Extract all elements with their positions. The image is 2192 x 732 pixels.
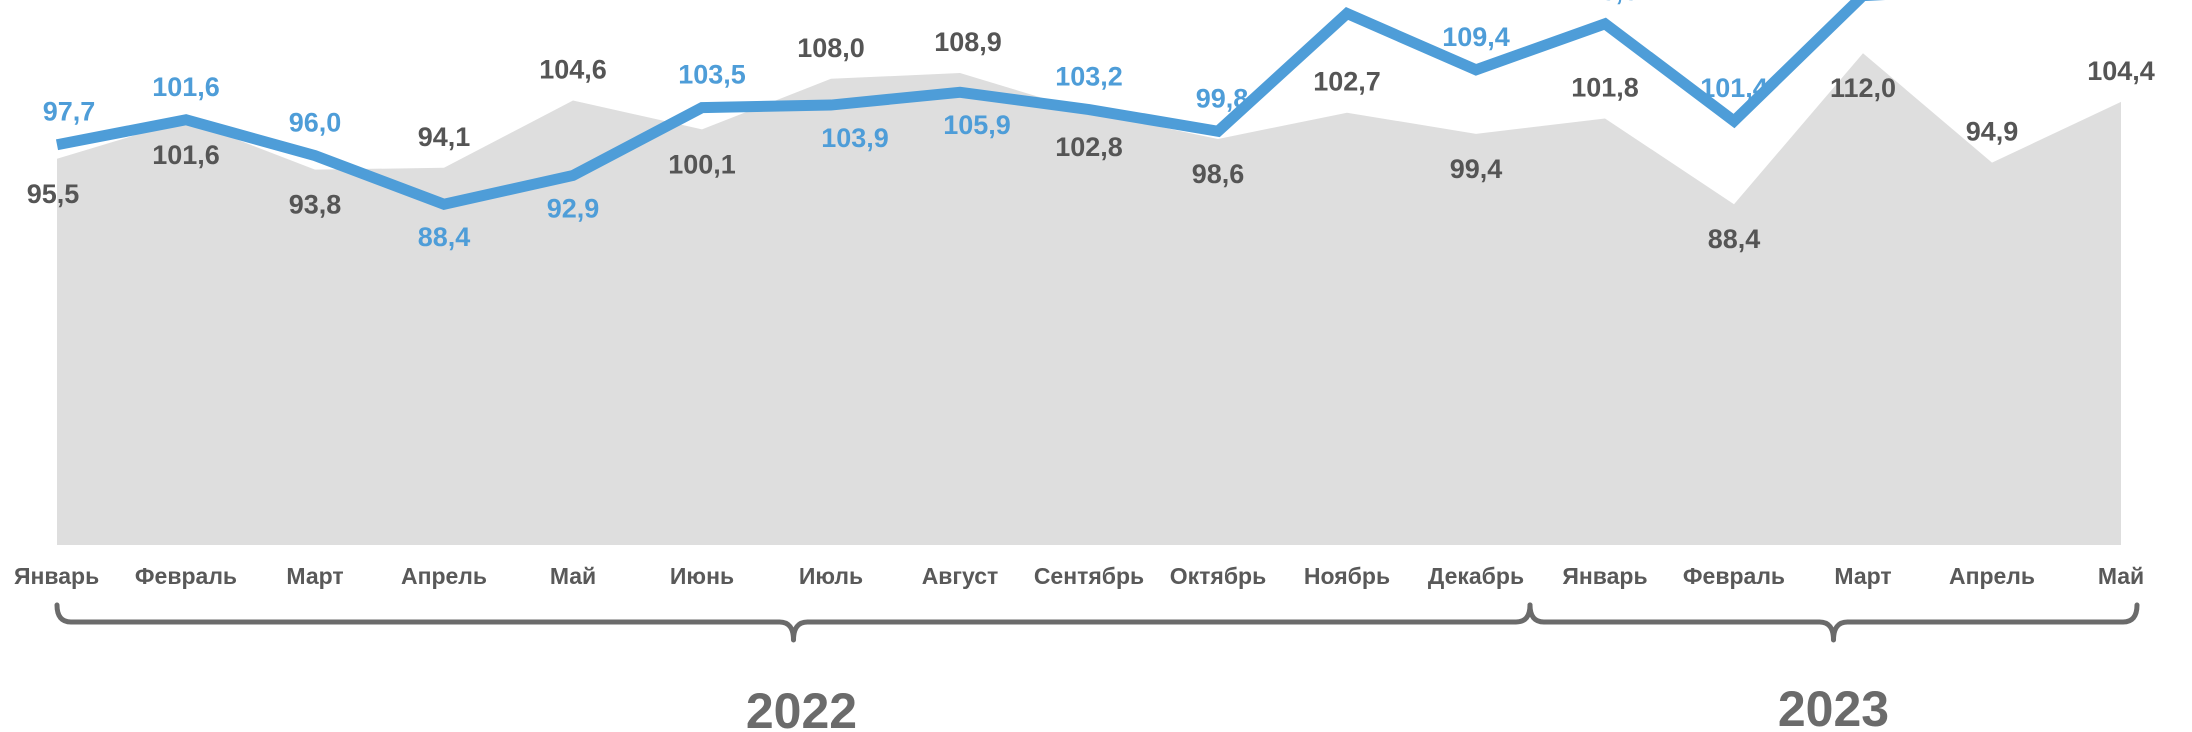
blue-data-label: 116,6 <box>1572 0 1638 6</box>
blue-data-label: 109,4 <box>1442 22 1510 52</box>
x-tick-label: Февраль <box>135 563 237 589</box>
gray-data-label: 94,9 <box>1966 117 2019 147</box>
year-brace <box>1527 602 2140 643</box>
blue-data-label: 105,9 <box>943 110 1011 140</box>
line-series <box>55 0 1886 210</box>
x-tick-label: Май <box>2098 563 2144 589</box>
blue-data-label: 88,4 <box>418 222 471 252</box>
x-tick-label: Апрель <box>401 563 487 589</box>
gray-data-label: 100,1 <box>668 149 736 179</box>
blue-data-label: 101,6 <box>152 72 220 102</box>
gray-data-label: 98,6 <box>1192 159 1245 189</box>
x-tick-label: Январь <box>14 563 99 589</box>
gray-data-label: 108,0 <box>797 33 865 63</box>
year-label: 2023 <box>1778 681 1889 732</box>
year-brace-layer: 2022 2023 <box>54 602 2140 732</box>
x-tick-label: Июнь <box>670 563 734 589</box>
area-layer <box>57 53 2121 545</box>
blue-data-label: 103,9 <box>821 123 889 153</box>
area-series <box>57 53 2121 545</box>
blue-data-label: 92,9 <box>547 193 600 223</box>
x-tick-label: Январь <box>1562 563 1647 589</box>
gray-data-label: 99,4 <box>1450 154 1503 184</box>
gray-data-label: 102,7 <box>1313 67 1381 97</box>
gray-data-label: 88,4 <box>1708 224 1761 254</box>
blue-data-label: 97,7 <box>43 97 96 127</box>
blue-data-label: 101,4 <box>1700 73 1768 103</box>
x-tick-label: Май <box>550 563 596 589</box>
blue-data-label: 103,2 <box>1055 62 1123 92</box>
gray-data-label: 93,8 <box>289 190 342 220</box>
blue-data-label: 103,5 <box>678 60 746 90</box>
data-label-layer: 97,7 101,6 96,0 88,4 92,9 103,5 103,9 105,9 103,… <box>27 0 2155 254</box>
x-tick-label: Апрель <box>1949 563 2035 589</box>
gray-data-label: 108,9 <box>934 27 1002 57</box>
x-tick-label: Март <box>1834 563 1891 589</box>
x-tick-label: Октябрь <box>1170 563 1266 589</box>
line-layer <box>55 0 1886 210</box>
gray-data-label: 101,6 <box>152 140 220 170</box>
x-tick-label: Март <box>286 563 343 589</box>
x-tick-label: Август <box>922 563 999 589</box>
gray-data-label: 95,5 <box>27 179 80 209</box>
gray-data-label: 112,0 <box>1830 73 1896 103</box>
gray-data-label: 101,8 <box>1571 72 1639 102</box>
blue-data-label: 99,8 <box>1196 83 1249 113</box>
gray-data-label: 104,6 <box>539 55 607 85</box>
year-brace <box>54 602 1533 643</box>
gray-data-label: 94,1 <box>418 122 471 152</box>
x-tick-label: Декабрь <box>1428 563 1524 589</box>
blue-data-label: 96,0 <box>289 108 342 138</box>
gray-data-label: 104,4 <box>2087 56 2155 86</box>
gray-data-label: 102,8 <box>1055 132 1123 162</box>
x-tick-layer: Январь Февраль Март Апрель Май Июнь Июль Август… <box>14 563 2144 589</box>
year-label: 2022 <box>746 683 857 732</box>
x-tick-label: Ноябрь <box>1304 563 1390 589</box>
x-tick-label: Февраль <box>1683 563 1785 589</box>
x-tick-label: Июль <box>799 563 863 589</box>
x-tick-label: Сентябрь <box>1034 563 1144 589</box>
